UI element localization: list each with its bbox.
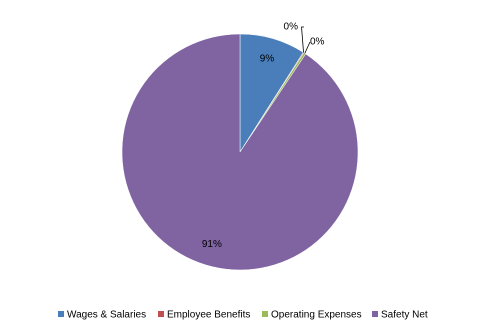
leader-line (304, 41, 311, 54)
legend-swatch (262, 311, 268, 317)
legend-label: Safety Net (381, 310, 428, 321)
legend-label: Wages & Salaries (67, 310, 146, 321)
legend-label: Employee Benefits (167, 310, 250, 321)
leader-line (301, 26, 304, 53)
data-label: 0% (310, 37, 325, 48)
data-label: 9% (260, 54, 275, 65)
legend-swatch (372, 311, 378, 317)
legend-swatch (158, 311, 164, 317)
legend-swatch (58, 311, 64, 317)
data-label: 0% (284, 22, 299, 33)
legend-label: Operating Expenses (271, 310, 362, 321)
pie-slice (121, 33, 359, 271)
data-label: 91% (202, 239, 222, 250)
